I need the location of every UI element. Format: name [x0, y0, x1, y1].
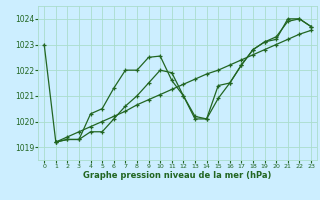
X-axis label: Graphe pression niveau de la mer (hPa): Graphe pression niveau de la mer (hPa): [84, 171, 272, 180]
